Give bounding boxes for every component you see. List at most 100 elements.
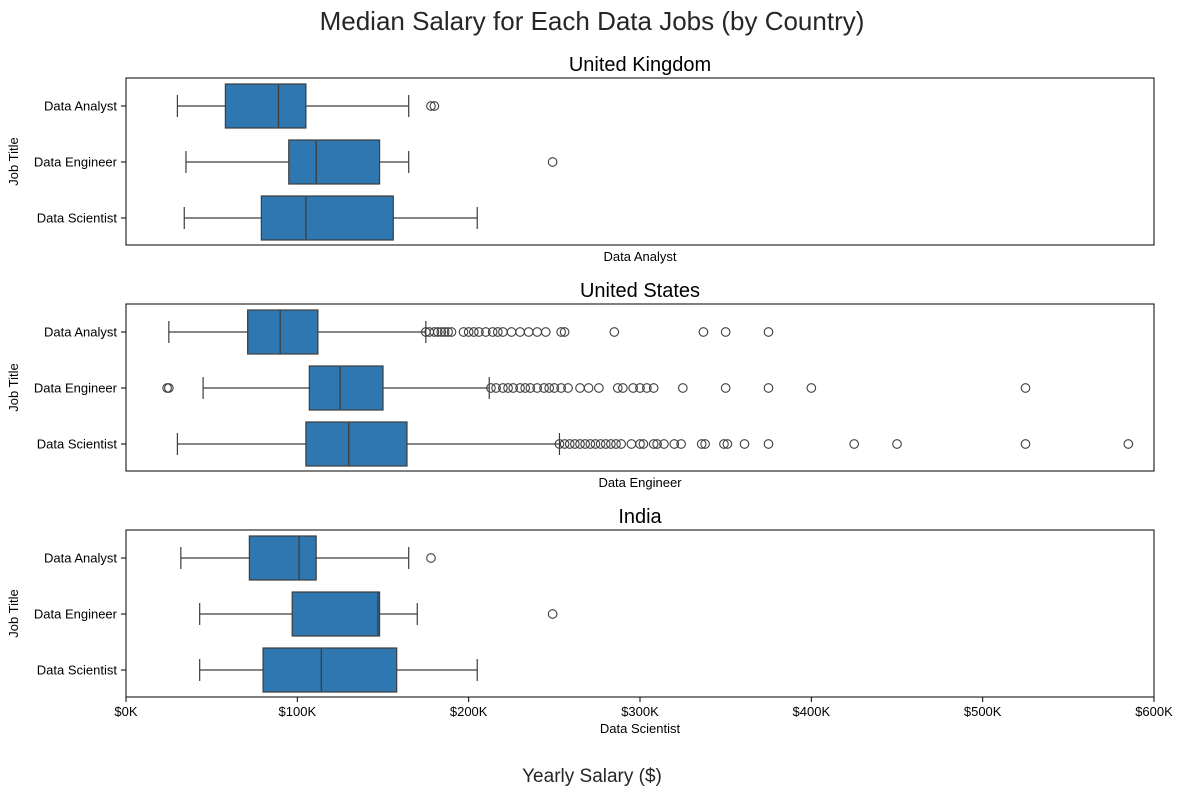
- outlier-point: [1020, 439, 1031, 449]
- box-group: Data Analyst: [44, 83, 440, 129]
- outlier-point: [1020, 383, 1031, 393]
- panel-title: India: [618, 506, 662, 528]
- outlier-point: [468, 327, 479, 337]
- iqr-box: [262, 647, 398, 693]
- iqr-box: [247, 309, 319, 355]
- outlier-point: [458, 327, 469, 337]
- figure-x-axis-label: Yearly Salary ($): [522, 766, 662, 787]
- outlier-point: [669, 439, 680, 449]
- outlier-point: [520, 383, 531, 393]
- outlier-point: [503, 383, 513, 393]
- outlier-point: [486, 383, 496, 393]
- outlier-point: [628, 383, 638, 393]
- x-tick-label: $600K: [1135, 704, 1173, 719]
- outlier-point: [498, 383, 508, 393]
- x-tick-label: $300K: [621, 704, 659, 719]
- outlier-point: [616, 439, 627, 449]
- outlier-point: [580, 439, 591, 449]
- outlier-point: [638, 439, 649, 449]
- outlier-point: [547, 609, 558, 619]
- outlier-point: [720, 383, 731, 393]
- box-group: Data Scientist: [37, 421, 1134, 467]
- x-tick-label: $500K: [964, 704, 1002, 719]
- y-tick-label: Data Analyst: [44, 551, 117, 566]
- outlier-point: [606, 439, 616, 449]
- outlier-point: [1123, 439, 1134, 449]
- outlier-point: [806, 383, 817, 393]
- outlier-point: [556, 327, 567, 337]
- outlier-point: [443, 327, 453, 337]
- outlier-point: [559, 439, 570, 449]
- outlier-point: [544, 383, 555, 393]
- outlier-point: [609, 327, 620, 337]
- y-tick-label: Data Analyst: [44, 99, 117, 114]
- outlier-point: [525, 383, 536, 393]
- outlier-point: [700, 439, 710, 449]
- iqr-box: [291, 591, 381, 637]
- x-tick-label: $100K: [279, 704, 317, 719]
- outlier-point: [696, 439, 707, 449]
- outlier-point: [583, 383, 594, 393]
- iqr-box: [288, 139, 381, 185]
- outlier-point: [446, 327, 457, 337]
- outlier-point: [540, 327, 551, 337]
- outlier-point: [492, 327, 503, 337]
- outlier-point: [594, 383, 604, 393]
- outlier-point: [163, 383, 174, 393]
- outlier-point: [426, 553, 436, 563]
- outlier-point: [763, 383, 774, 393]
- box-group: Data Scientist: [37, 195, 478, 241]
- panel-2: India Job Title Data Analyst Data Engineer D…: [6, 506, 1173, 736]
- outlier-point: [635, 383, 645, 393]
- y-tick-label: Data Engineer: [34, 381, 118, 396]
- box-group: Data Analyst: [44, 309, 774, 355]
- outlier-point: [618, 383, 628, 393]
- outlier-point: [463, 327, 474, 337]
- outlier-point: [508, 383, 519, 393]
- outlier-point: [563, 383, 573, 393]
- panel-1: United States Job Title Data Analyst Data E…: [6, 280, 1155, 490]
- y-axis-label: Job Title: [6, 589, 21, 637]
- y-axis-label: Job Title: [6, 137, 21, 185]
- outlier-point: [648, 439, 659, 449]
- outlier-point: [532, 383, 543, 393]
- iqr-box: [260, 195, 394, 241]
- panel-title: United States: [580, 280, 700, 302]
- outlier-point: [677, 383, 688, 393]
- outlier-point: [570, 439, 580, 449]
- outlier-point: [559, 327, 570, 337]
- x-axis-label: Data Analyst: [604, 249, 677, 264]
- panels: United Kingdom Job Title Data Analyst Data …: [6, 54, 1173, 736]
- axes-frame: [125, 303, 1155, 472]
- y-tick-label: Data Engineer: [34, 155, 118, 170]
- outlier-point: [676, 439, 686, 449]
- y-tick-label: Data Scientist: [37, 437, 118, 452]
- outlier-point: [763, 327, 774, 337]
- outlier-point: [547, 157, 558, 167]
- box-group: Data Engineer: [34, 365, 1031, 411]
- outlier-point: [648, 383, 659, 393]
- outlier-point: [720, 327, 731, 337]
- outlier-point: [429, 101, 440, 111]
- outlier-point: [554, 439, 565, 449]
- x-tick-label: $200K: [450, 704, 488, 719]
- outlier-point: [642, 383, 652, 393]
- x-tick-label: $400K: [793, 704, 831, 719]
- axes-frame: [125, 77, 1155, 246]
- y-tick-label: Data Analyst: [44, 325, 117, 340]
- box-group: Data Scientist: [37, 647, 478, 693]
- y-tick-label: Data Engineer: [34, 607, 118, 622]
- outlier-point: [432, 327, 443, 337]
- outlier-point: [474, 327, 484, 337]
- outlier-point: [719, 439, 729, 449]
- y-axis-label: Job Title: [6, 363, 21, 411]
- box-group: Data Analyst: [44, 535, 436, 581]
- outlier-point: [491, 383, 501, 393]
- outlier-point: [539, 383, 549, 393]
- outlier-point: [612, 383, 623, 393]
- outlier-point: [515, 383, 525, 393]
- outlier-point: [556, 383, 567, 393]
- outlier-point: [564, 439, 575, 449]
